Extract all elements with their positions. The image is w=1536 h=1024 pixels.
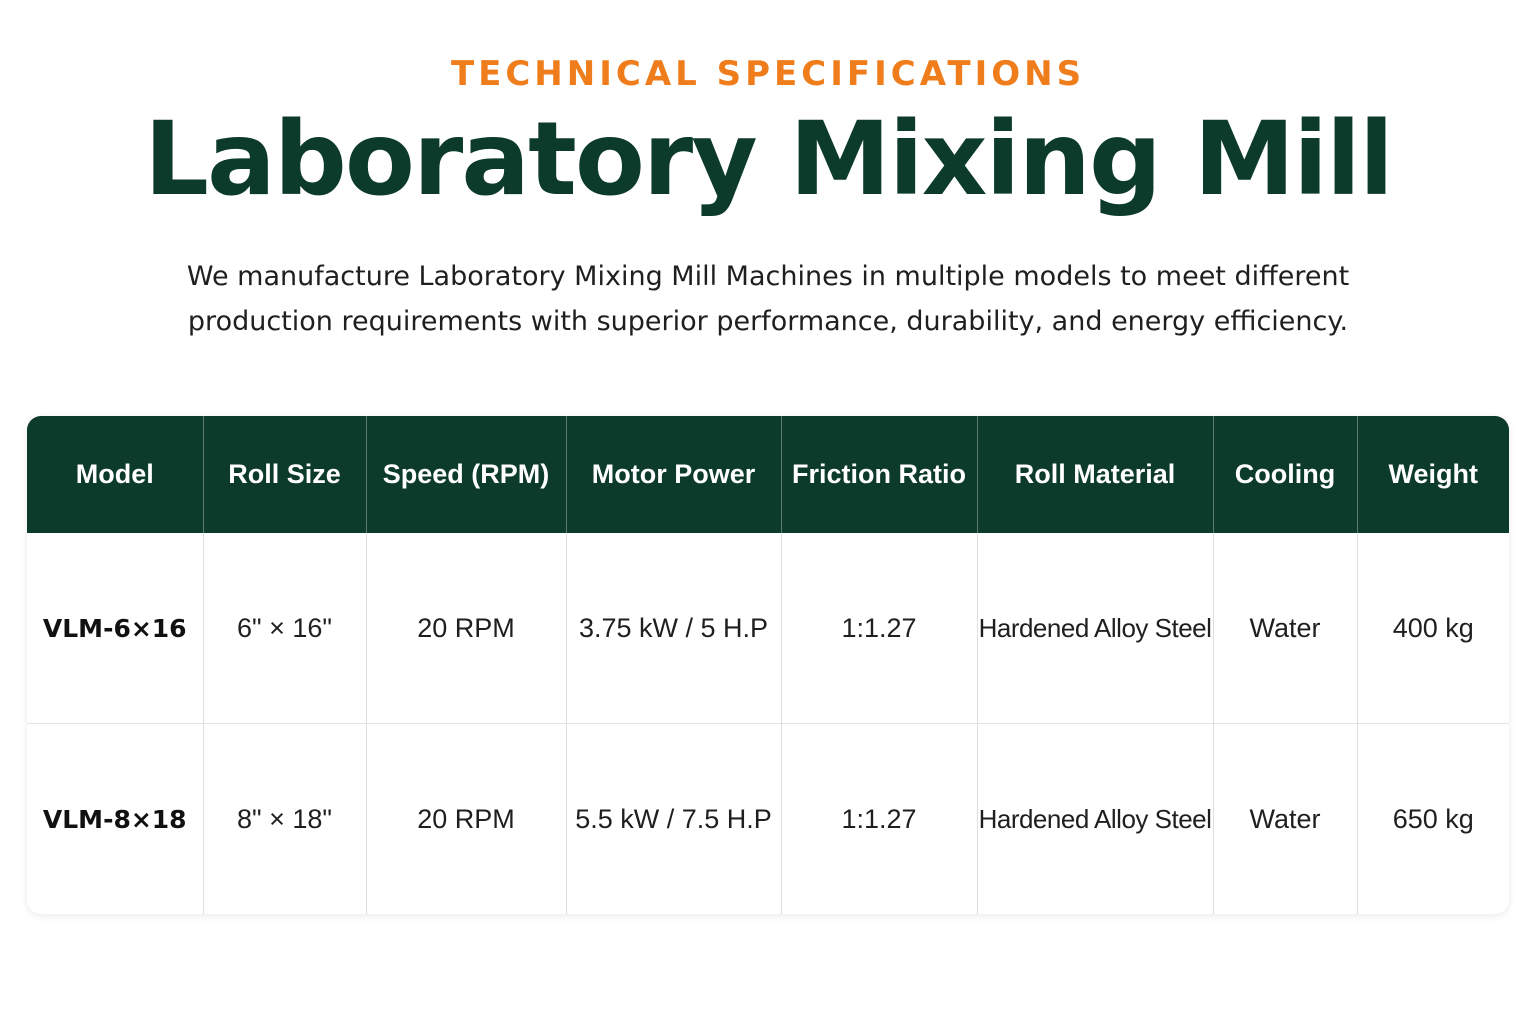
cell-weight: 400 kg — [1356, 533, 1509, 724]
table-row: VLM-6×16 6" × 16" 20 RPM 3.75 kW / 5 H.P… — [27, 533, 1509, 724]
cell-model: VLM-6×16 — [42, 613, 187, 643]
column-header-friction-ratio: Friction Ratio — [780, 416, 977, 533]
column-header-weight: Weight — [1356, 416, 1509, 533]
cell-motor-power: 3.75 kW / 5 H.P — [565, 533, 781, 724]
column-header-model: Model — [27, 416, 203, 533]
cell-motor-power: 5.5 kW / 7.5 H.P — [565, 723, 781, 914]
cell-roll-size: 6" × 16" — [202, 533, 366, 724]
table-header-row: Model Roll Size Speed (RPM) Motor Power … — [27, 416, 1509, 533]
column-header-roll-material: Roll Material — [976, 416, 1213, 533]
specifications-table-card: Model Roll Size Speed (RPM) Motor Power … — [27, 416, 1509, 914]
cell-cooling: Water — [1212, 723, 1357, 914]
table-row: VLM-8×18 8" × 18" 20 RPM 5.5 kW / 7.5 H.… — [27, 723, 1509, 914]
cell-friction-ratio: 1:1.27 — [780, 533, 977, 724]
column-header-cooling: Cooling — [1212, 416, 1357, 533]
cell-speed: 20 RPM — [365, 723, 566, 914]
intro-text: We manufacture Laboratory Mixing Mill Ma… — [186, 261, 1350, 337]
column-header-roll-size: Roll Size — [202, 416, 366, 533]
cell-roll-material: Hardened Alloy Steel — [976, 533, 1213, 724]
column-header-speed: Speed (RPM) — [365, 416, 566, 533]
cell-friction-ratio: 1:1.27 — [780, 723, 977, 914]
cell-roll-material: Hardened Alloy Steel — [976, 723, 1213, 914]
cell-cooling: Water — [1212, 533, 1357, 724]
page-title: Laboratory Mixing Mill — [144, 100, 1394, 219]
column-header-motor-power: Motor Power — [565, 416, 781, 533]
eyebrow-label: TECHNICAL SPECIFICATIONS — [450, 54, 1086, 94]
cell-weight: 650 kg — [1356, 723, 1509, 914]
cell-roll-size: 8" × 18" — [202, 723, 366, 914]
cell-speed: 20 RPM — [365, 533, 566, 724]
specifications-table: Model Roll Size Speed (RPM) Motor Power … — [27, 416, 1509, 914]
cell-model: VLM-8×18 — [27, 723, 203, 914]
